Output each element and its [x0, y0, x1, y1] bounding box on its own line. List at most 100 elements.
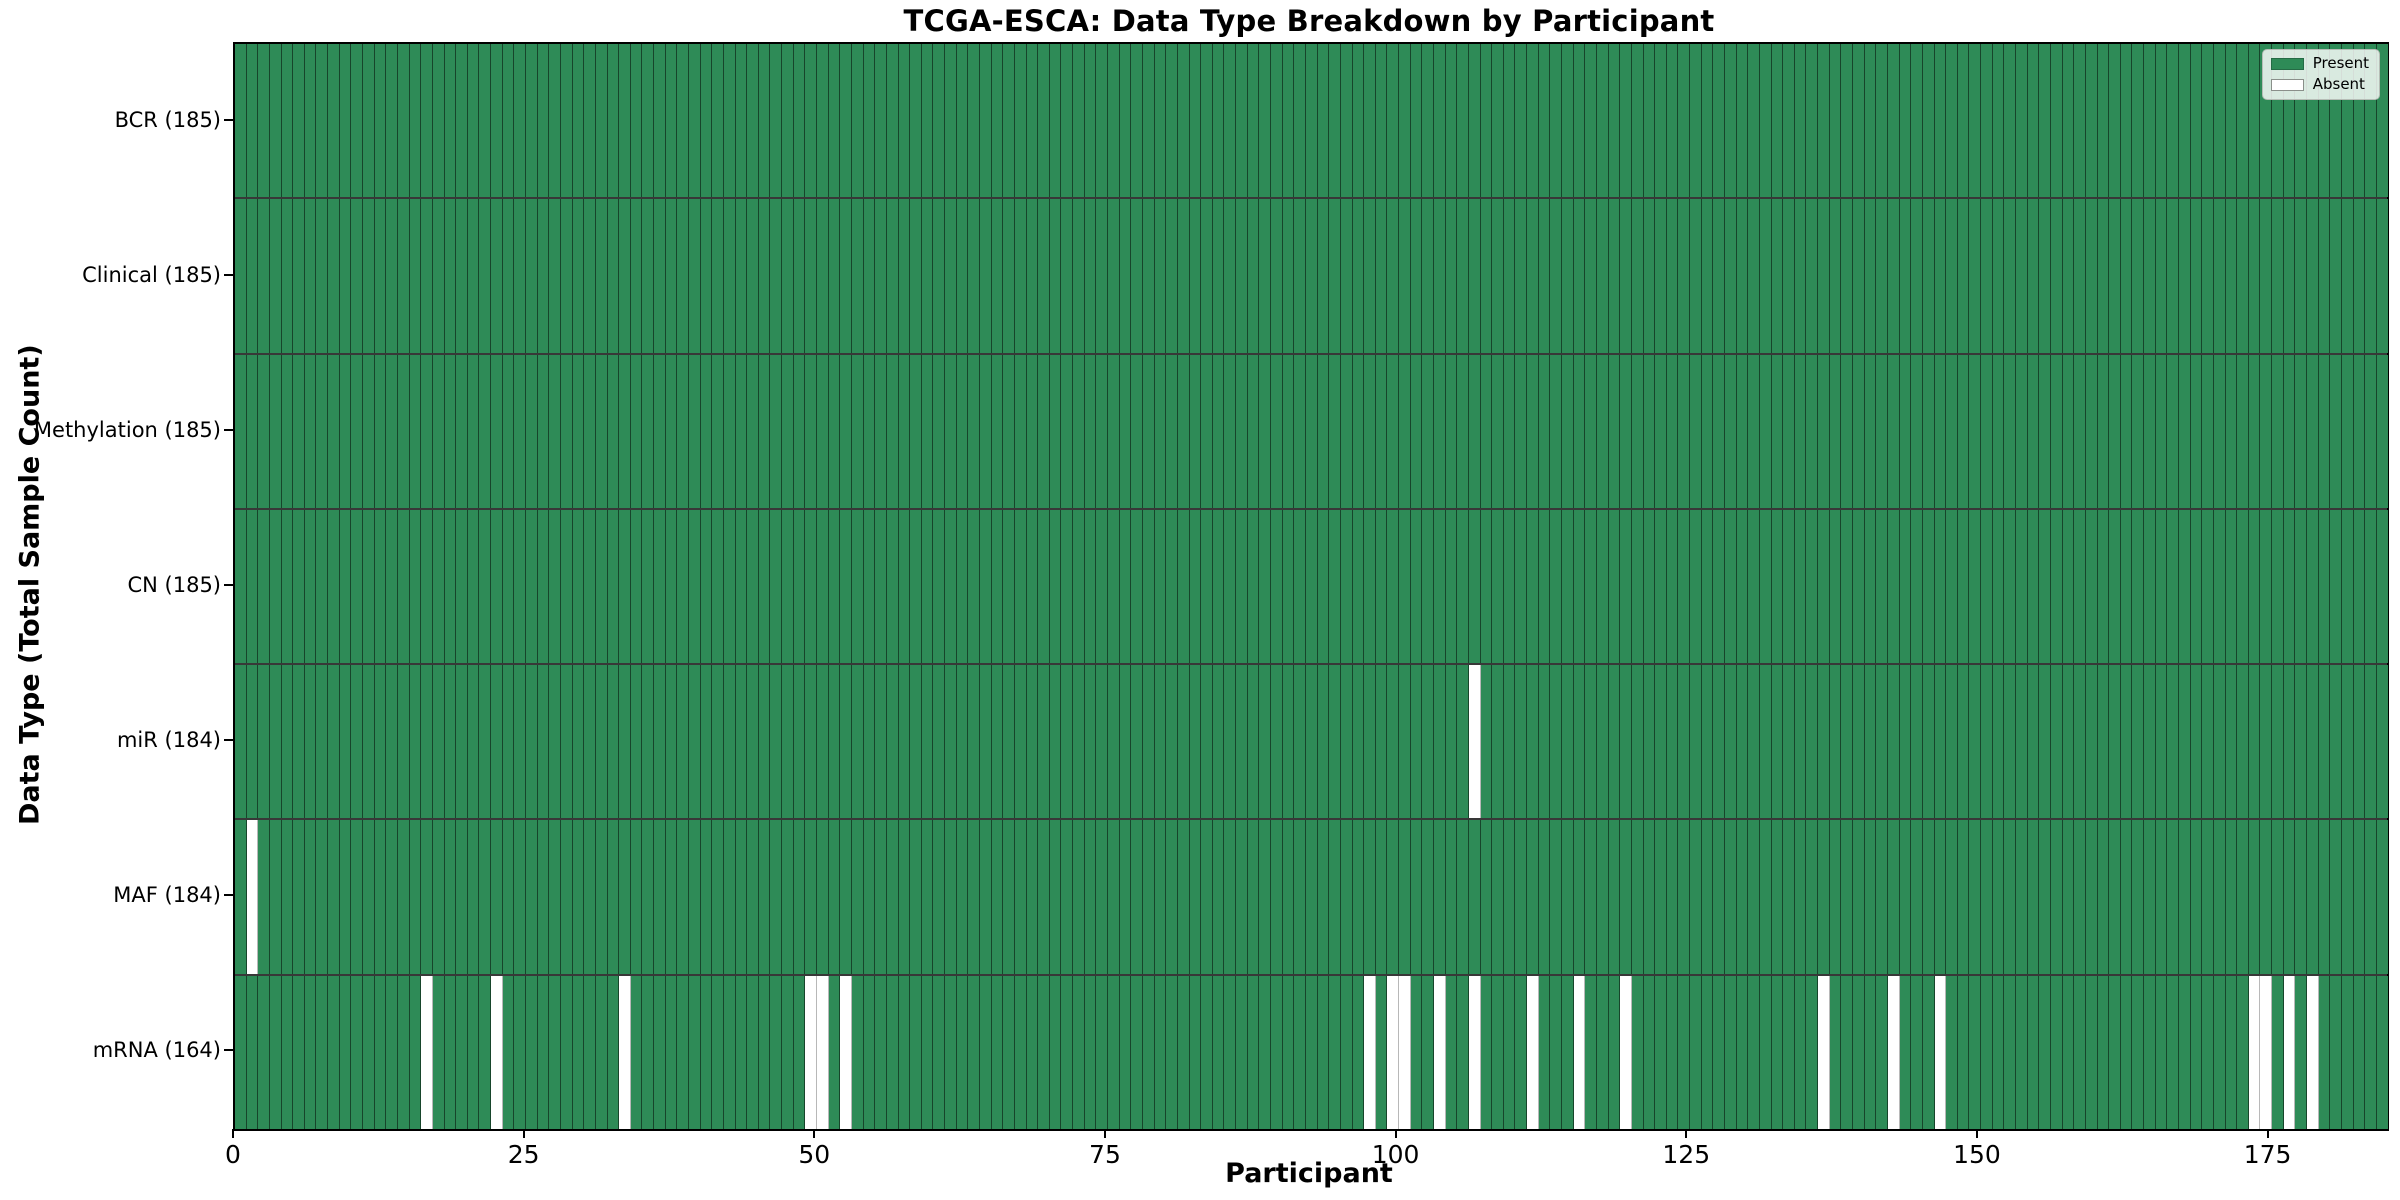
heatmap-cell	[444, 509, 457, 664]
heatmap-cell	[1457, 199, 1469, 353]
heatmap-cell	[1271, 975, 1283, 1129]
heatmap-cell	[1538, 665, 1551, 819]
heatmap-cell	[1236, 820, 1248, 974]
heatmap-cell	[549, 199, 561, 353]
heatmap-cell	[2004, 354, 2017, 508]
heatmap-cell	[1876, 820, 1888, 974]
heatmap-cell	[2260, 975, 2273, 1129]
heatmap-cell	[1014, 354, 1027, 508]
heatmap-cell	[712, 199, 724, 353]
heatmap-cell	[770, 199, 783, 353]
heatmap-cell	[1108, 44, 1120, 198]
heatmap-cell	[2097, 199, 2110, 353]
heatmap-cell	[444, 199, 457, 353]
heatmap-cell	[2027, 665, 2040, 819]
heatmap-cell	[363, 354, 375, 508]
heatmap-cell	[584, 509, 596, 664]
heatmap-cell	[1806, 509, 1819, 664]
heatmap-cell	[2190, 665, 2203, 819]
heatmap-cell	[1014, 44, 1027, 198]
heatmap-cell	[246, 509, 259, 664]
heatmap-cell	[1003, 199, 1015, 353]
heatmap-cell	[2237, 44, 2249, 198]
heatmap-row-Clinical	[235, 199, 2388, 355]
heatmap-cell	[1829, 44, 1842, 198]
heatmap-cell	[246, 354, 259, 508]
heatmap-cell	[1736, 975, 1749, 1129]
heatmap-cell	[1550, 509, 1563, 664]
heatmap-cell	[2016, 44, 2028, 198]
legend-swatch-absent	[2270, 78, 2304, 91]
heatmap-cell	[2248, 509, 2261, 664]
heatmap-cell	[1631, 820, 1644, 974]
heatmap-cell	[2318, 199, 2331, 353]
heatmap-cell	[1864, 975, 1877, 1129]
heatmap-cell	[1853, 820, 1865, 974]
heatmap-cell	[316, 820, 329, 974]
heatmap-cell	[688, 199, 701, 353]
heatmap-cell	[735, 44, 748, 198]
heatmap-cell	[1585, 199, 1597, 353]
heatmap-cell	[817, 820, 829, 974]
heatmap-cell	[2341, 354, 2354, 508]
heatmap-cell	[316, 665, 329, 819]
heatmap-cell	[1922, 975, 1935, 1129]
heatmap-cell	[1317, 354, 1330, 508]
heatmap-cell	[1981, 44, 1993, 198]
heatmap-cell	[1189, 509, 1202, 664]
heatmap-cell	[1492, 975, 1504, 1129]
x-tick-label: 150	[1953, 1140, 2001, 1169]
heatmap-cell	[2225, 44, 2238, 198]
heatmap-cell	[2307, 509, 2319, 664]
heatmap-cell	[2365, 44, 2377, 198]
heatmap-cell	[1201, 44, 1213, 198]
heatmap-cell	[2074, 199, 2086, 353]
heatmap-cell	[2074, 820, 2086, 974]
heatmap-cell	[537, 199, 550, 353]
heatmap-cell	[560, 820, 573, 974]
heatmap-cell	[1562, 820, 1574, 974]
heatmap-cell	[886, 665, 899, 819]
heatmap-cell	[1608, 354, 1621, 508]
heatmap-cell	[1457, 975, 1469, 1129]
heatmap-cell	[688, 665, 701, 819]
heatmap-cell	[642, 509, 655, 664]
heatmap-cell	[1887, 665, 1900, 819]
heatmap-cell	[1492, 199, 1504, 353]
heatmap-cell	[1981, 199, 1993, 353]
heatmap-cell	[1073, 975, 1085, 1129]
heatmap-cell	[246, 665, 259, 819]
heatmap-cell	[1643, 44, 1656, 198]
heatmap-cell	[2016, 975, 2028, 1129]
heatmap-cell	[1271, 199, 1283, 353]
heatmap-cell	[293, 199, 305, 353]
heatmap-cell	[793, 44, 806, 198]
heatmap-cell	[1725, 665, 1737, 819]
heatmap-cell	[258, 665, 270, 819]
x-tick-label: 175	[2243, 1140, 2292, 1169]
heatmap-cell	[2144, 665, 2156, 819]
heatmap-cell	[1142, 509, 1155, 664]
heatmap-cell	[2178, 354, 2191, 508]
heatmap-cell	[1271, 509, 1283, 664]
heatmap-cell	[2144, 975, 2156, 1129]
heatmap-cell	[1992, 44, 2005, 198]
heatmap-cell	[432, 354, 445, 508]
heatmap-cell	[1014, 975, 1027, 1129]
x-tick-mark	[522, 1129, 525, 1138]
heatmap-cell	[619, 44, 631, 198]
heatmap-cell	[1201, 665, 1213, 819]
heatmap-cell	[1538, 820, 1551, 974]
heatmap-cell	[630, 665, 643, 819]
heatmap-cell	[1212, 509, 1225, 664]
heatmap-cell	[712, 509, 724, 664]
heatmap-cell	[1608, 975, 1621, 1129]
heatmap-cell	[2097, 509, 2110, 664]
heatmap-cell	[1736, 44, 1749, 198]
heatmap-cell	[1620, 665, 1632, 819]
heatmap-cell	[782, 975, 794, 1129]
heatmap-cell	[2039, 665, 2051, 819]
heatmap-cell	[2178, 975, 2191, 1129]
heatmap-cell	[805, 820, 818, 974]
